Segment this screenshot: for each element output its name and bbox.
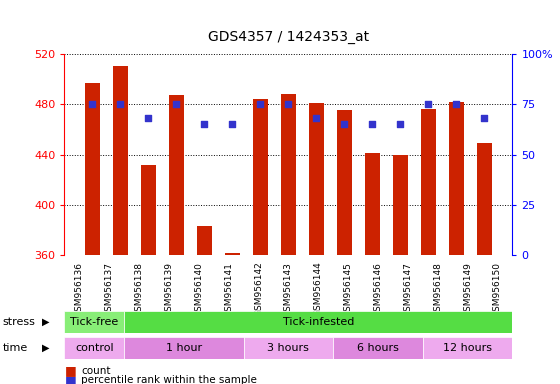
Text: GSM956137: GSM956137 xyxy=(105,262,114,317)
Text: GSM956139: GSM956139 xyxy=(165,262,174,317)
Text: time: time xyxy=(3,343,28,353)
Bar xyxy=(124,337,244,359)
Text: GSM956138: GSM956138 xyxy=(134,262,143,317)
Point xyxy=(256,101,265,107)
Text: GSM956145: GSM956145 xyxy=(344,262,353,316)
Bar xyxy=(477,143,492,255)
Bar xyxy=(225,253,240,255)
Text: control: control xyxy=(75,343,114,353)
Point xyxy=(144,115,153,121)
Text: GSM956144: GSM956144 xyxy=(314,262,323,316)
Point xyxy=(452,101,461,107)
Text: GSM956142: GSM956142 xyxy=(254,262,263,316)
Bar xyxy=(169,95,184,255)
Bar xyxy=(393,154,408,255)
Text: GSM956143: GSM956143 xyxy=(284,262,293,316)
Point xyxy=(172,101,181,107)
Point xyxy=(116,101,125,107)
Text: GSM956146: GSM956146 xyxy=(374,262,382,316)
Text: ▶: ▶ xyxy=(42,317,50,327)
Text: GSM956141: GSM956141 xyxy=(224,262,233,316)
Text: stress: stress xyxy=(3,317,36,327)
Bar xyxy=(85,83,100,255)
Text: Tick-infested: Tick-infested xyxy=(283,317,354,327)
Text: ▶: ▶ xyxy=(42,343,50,353)
Bar xyxy=(197,227,212,255)
Text: 6 hours: 6 hours xyxy=(357,343,399,353)
Point xyxy=(88,101,97,107)
Text: 1 hour: 1 hour xyxy=(166,343,202,353)
Text: percentile rank within the sample: percentile rank within the sample xyxy=(81,375,257,384)
Point xyxy=(200,121,209,127)
Bar xyxy=(449,102,464,255)
Bar xyxy=(244,337,333,359)
Point xyxy=(480,115,489,121)
Point xyxy=(312,115,321,121)
Text: count: count xyxy=(81,366,111,376)
Point xyxy=(396,121,405,127)
Text: Tick-free: Tick-free xyxy=(70,317,118,327)
Text: 3 hours: 3 hours xyxy=(268,343,309,353)
Bar xyxy=(421,109,436,255)
Bar xyxy=(64,337,124,359)
Bar xyxy=(124,311,512,333)
Bar xyxy=(281,94,296,255)
Text: GDS4357 / 1424353_at: GDS4357 / 1424353_at xyxy=(208,30,369,44)
Bar xyxy=(113,66,128,255)
Point xyxy=(340,121,349,127)
Bar xyxy=(423,337,512,359)
Point xyxy=(284,101,293,107)
Point xyxy=(228,121,237,127)
Bar xyxy=(309,103,324,255)
Point xyxy=(368,121,377,127)
Bar xyxy=(333,337,423,359)
Text: 12 hours: 12 hours xyxy=(443,343,492,353)
Text: ■: ■ xyxy=(64,364,76,377)
Bar xyxy=(337,111,352,255)
Bar xyxy=(64,311,124,333)
Text: GSM956150: GSM956150 xyxy=(493,262,502,317)
Text: GSM956136: GSM956136 xyxy=(75,262,84,317)
Text: GSM956140: GSM956140 xyxy=(194,262,203,316)
Bar xyxy=(141,165,156,255)
Bar xyxy=(365,153,380,255)
Bar xyxy=(253,99,268,255)
Text: ■: ■ xyxy=(64,374,76,384)
Point xyxy=(424,101,433,107)
Text: GSM956148: GSM956148 xyxy=(433,262,442,316)
Text: GSM956147: GSM956147 xyxy=(403,262,412,316)
Text: GSM956149: GSM956149 xyxy=(463,262,472,316)
